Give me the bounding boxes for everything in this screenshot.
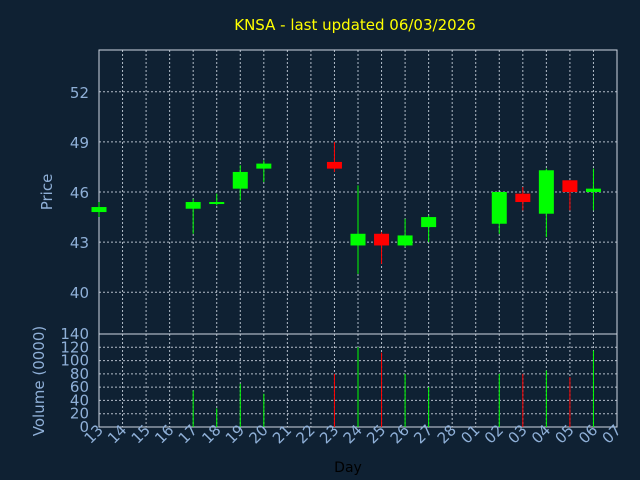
x-tick-label: 14 bbox=[104, 421, 130, 447]
volume-tick-label: 140 bbox=[60, 325, 89, 343]
volume-tick-label: 100 bbox=[60, 352, 89, 370]
x-tick-label: 16 bbox=[151, 421, 177, 447]
x-tick-label: 25 bbox=[363, 421, 389, 447]
x-tick-label: 06 bbox=[575, 421, 601, 447]
candle-body bbox=[515, 193, 531, 203]
candle-body bbox=[209, 202, 225, 205]
x-tick-label: 26 bbox=[387, 421, 413, 447]
candle-body bbox=[538, 170, 554, 214]
volume-axis-label: Volume (0000) bbox=[30, 326, 48, 436]
x-tick-label: 15 bbox=[128, 421, 154, 447]
x-tick-label: 22 bbox=[293, 421, 319, 447]
candle-body bbox=[491, 192, 507, 224]
volume-tick-label: 80 bbox=[70, 365, 89, 383]
price-tick-label: 43 bbox=[70, 234, 89, 252]
price-axis-label: Price bbox=[38, 174, 56, 211]
x-tick-label: 24 bbox=[340, 421, 366, 447]
candle-body bbox=[585, 188, 601, 192]
candle-body bbox=[421, 217, 437, 228]
x-tick-label: 19 bbox=[222, 421, 248, 447]
x-tick-label: 01 bbox=[457, 421, 483, 447]
chart-title: KNSA - last updated 06/03/2026 bbox=[234, 16, 476, 34]
x-tick-label: 18 bbox=[198, 421, 224, 447]
x-tick-label: 07 bbox=[599, 421, 625, 447]
x-tick-label: 03 bbox=[504, 421, 530, 447]
x-tick-label: 17 bbox=[175, 421, 201, 447]
candle-body bbox=[374, 233, 390, 246]
price-tick-label: 40 bbox=[70, 284, 89, 302]
candle-body bbox=[232, 171, 248, 189]
volume-tick-label: 20 bbox=[70, 405, 89, 423]
candle-body bbox=[91, 207, 107, 213]
x-axis-label: Day bbox=[334, 460, 362, 476]
candle-body bbox=[562, 180, 578, 192]
x-tick-label: 04 bbox=[528, 421, 554, 447]
x-tick-label: 23 bbox=[316, 421, 342, 447]
x-tick-label: 21 bbox=[269, 421, 295, 447]
price-tick-label: 46 bbox=[70, 184, 89, 202]
candle-body bbox=[350, 233, 366, 246]
volume-tick-label: 0 bbox=[79, 418, 89, 436]
price-tick-label: 52 bbox=[70, 84, 89, 102]
candle-body bbox=[397, 235, 413, 246]
candle-body bbox=[326, 161, 342, 169]
volume-tick-label: 40 bbox=[70, 391, 89, 409]
x-tick-label: 27 bbox=[410, 421, 436, 447]
candle-body bbox=[185, 202, 201, 209]
volume-tick-label: 60 bbox=[70, 378, 89, 396]
price-tick-label: 49 bbox=[70, 134, 89, 152]
x-tick-label: 05 bbox=[552, 421, 578, 447]
x-tick-label: 28 bbox=[434, 421, 460, 447]
candle-body bbox=[256, 163, 272, 169]
x-tick-label: 20 bbox=[245, 421, 271, 447]
x-tick-label: 02 bbox=[481, 421, 507, 447]
volume-tick-label: 120 bbox=[60, 338, 89, 356]
